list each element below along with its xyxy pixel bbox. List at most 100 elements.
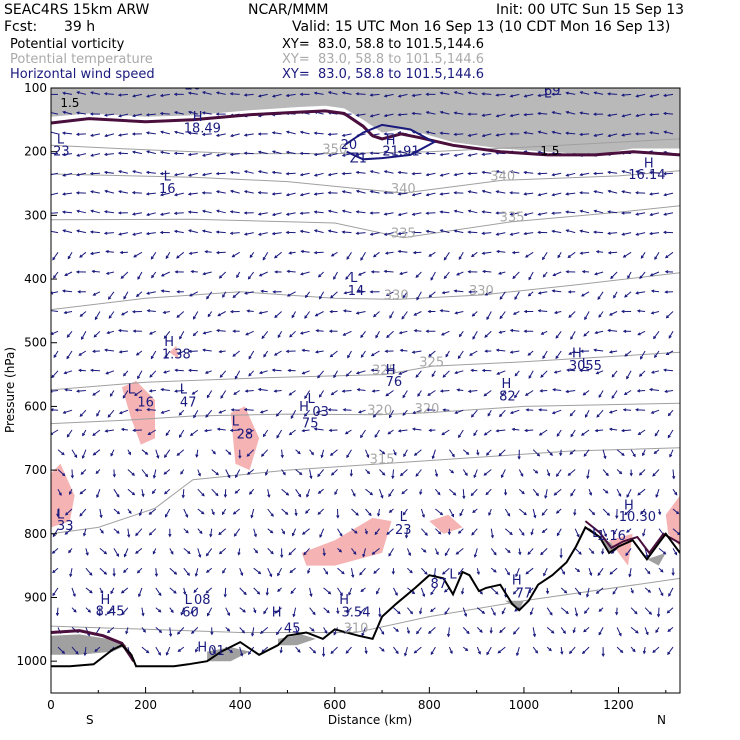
wind-vector bbox=[206, 390, 213, 399]
wind-label: H bbox=[644, 157, 654, 172]
wind-vector bbox=[412, 250, 422, 255]
low-pv-region bbox=[230, 406, 260, 471]
wind-vector bbox=[246, 309, 254, 313]
wind-vector bbox=[428, 627, 436, 634]
wind-vector bbox=[99, 548, 108, 555]
wind-vector bbox=[569, 449, 576, 455]
wind-label: H bbox=[299, 400, 309, 415]
wind-vector bbox=[239, 568, 244, 577]
wind-vector bbox=[68, 548, 73, 554]
wind-vector bbox=[271, 368, 282, 372]
wind-vector bbox=[565, 192, 576, 196]
wind-vector bbox=[295, 488, 302, 498]
wind-vector bbox=[51, 172, 59, 177]
wind-vector bbox=[248, 370, 255, 377]
wind-vector bbox=[343, 291, 352, 295]
wind-vector bbox=[484, 349, 492, 353]
wind-vector bbox=[487, 409, 492, 417]
wind-vector bbox=[288, 390, 296, 396]
wind-vector bbox=[467, 389, 478, 393]
wind-vector bbox=[183, 528, 189, 534]
wind-vector bbox=[365, 508, 372, 517]
wind-label: H bbox=[502, 377, 512, 392]
wind-vector bbox=[223, 587, 227, 598]
wind-vector bbox=[299, 92, 310, 96]
wind-vector bbox=[402, 508, 408, 516]
wind-vector bbox=[294, 508, 298, 517]
wind-vector bbox=[542, 271, 548, 278]
wind-vector bbox=[622, 408, 632, 412]
wind-vector bbox=[277, 331, 283, 339]
wind-vector bbox=[565, 229, 576, 234]
wind-label: 18.49 bbox=[184, 122, 221, 137]
wind-vector bbox=[267, 528, 274, 534]
wind-vector bbox=[504, 528, 513, 536]
wind-vector bbox=[415, 370, 422, 378]
wind-vector bbox=[152, 469, 157, 479]
wind-vector bbox=[243, 211, 254, 215]
wind-vector bbox=[173, 172, 184, 177]
wind-vector bbox=[593, 190, 604, 194]
wind-vector bbox=[532, 646, 539, 654]
wind-vector bbox=[313, 131, 324, 135]
pv-contour-low-2 bbox=[584, 520, 680, 555]
wind-vector bbox=[51, 211, 59, 215]
wind-vector bbox=[397, 192, 408, 196]
wind-vector bbox=[635, 191, 646, 195]
wind-label: L bbox=[307, 392, 315, 407]
wind-vector bbox=[586, 469, 590, 480]
wind-vector bbox=[509, 93, 520, 98]
wind-vector bbox=[103, 170, 114, 175]
wind-vector bbox=[314, 311, 324, 317]
wind-vector bbox=[134, 408, 142, 412]
wind-vector bbox=[509, 132, 520, 136]
wind-vector bbox=[467, 230, 478, 234]
wind-vector bbox=[348, 587, 352, 596]
wind-vector bbox=[341, 389, 352, 393]
wind-vector bbox=[62, 192, 73, 196]
wind-vector bbox=[458, 252, 464, 261]
wind-vector bbox=[189, 291, 199, 297]
wind-vector bbox=[532, 469, 539, 474]
wind-vector bbox=[181, 489, 185, 499]
wind-vector bbox=[481, 368, 492, 373]
wind-vector bbox=[399, 271, 408, 276]
wind-vector bbox=[65, 508, 73, 516]
wind-vector bbox=[257, 212, 268, 216]
wind-vector bbox=[544, 489, 548, 499]
wind-vector bbox=[669, 449, 674, 458]
wind-vector bbox=[341, 133, 352, 137]
wind-vector bbox=[369, 93, 380, 97]
wind-vector bbox=[420, 508, 425, 518]
wind-vector bbox=[232, 350, 241, 357]
wind-label: 8.45 bbox=[96, 604, 125, 619]
wind-vector bbox=[225, 627, 231, 632]
wind-vector bbox=[663, 93, 674, 97]
wind-vector bbox=[313, 192, 324, 196]
wind-vector bbox=[593, 230, 604, 234]
wind-vector bbox=[439, 389, 450, 393]
wind-vector bbox=[411, 192, 422, 197]
wind-vector bbox=[274, 607, 282, 614]
wind-vector bbox=[532, 449, 541, 457]
wind-vector bbox=[76, 172, 87, 177]
wind-vector bbox=[387, 429, 394, 435]
wind-label: 14 bbox=[348, 284, 365, 299]
wind-vector bbox=[621, 428, 632, 433]
wind-vector bbox=[490, 567, 497, 573]
wind-vector bbox=[672, 469, 676, 480]
wind-label: L bbox=[180, 383, 188, 398]
wind-vector bbox=[588, 489, 593, 496]
wind-vector bbox=[233, 390, 240, 395]
wind-vector bbox=[609, 567, 618, 575]
wind-vector bbox=[265, 587, 269, 596]
wind-vector bbox=[262, 252, 269, 261]
wind-vector bbox=[555, 508, 562, 514]
wind-label: 3.54 bbox=[342, 606, 371, 621]
wind-vector bbox=[580, 349, 590, 353]
wind-vector bbox=[271, 150, 282, 155]
wind-vector bbox=[431, 370, 436, 378]
wind-vector bbox=[62, 409, 73, 414]
wind-vector bbox=[538, 429, 548, 436]
wind-vector bbox=[406, 627, 410, 635]
